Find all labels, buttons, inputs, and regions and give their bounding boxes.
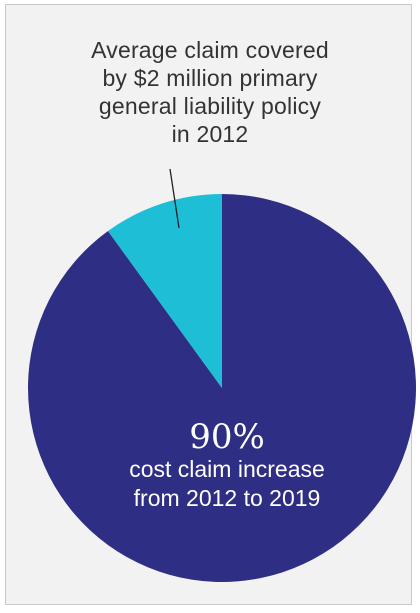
annotation-line: general liability policy <box>98 93 322 119</box>
center-value: 90% <box>189 417 265 457</box>
center-label-line: cost claim increase <box>129 456 325 482</box>
annotation-line: Average claim covered <box>91 37 329 63</box>
slice-annotation: Average claim covered by $2 million prim… <box>30 36 390 148</box>
pie-slice-covered <box>107 194 222 388</box>
center-label-line: from 2012 to 2019 <box>134 485 321 511</box>
annotation-line: in 2012 <box>171 121 249 147</box>
annotation-leader-line <box>169 168 180 229</box>
annotation-line: by $2 million primary <box>102 65 318 91</box>
